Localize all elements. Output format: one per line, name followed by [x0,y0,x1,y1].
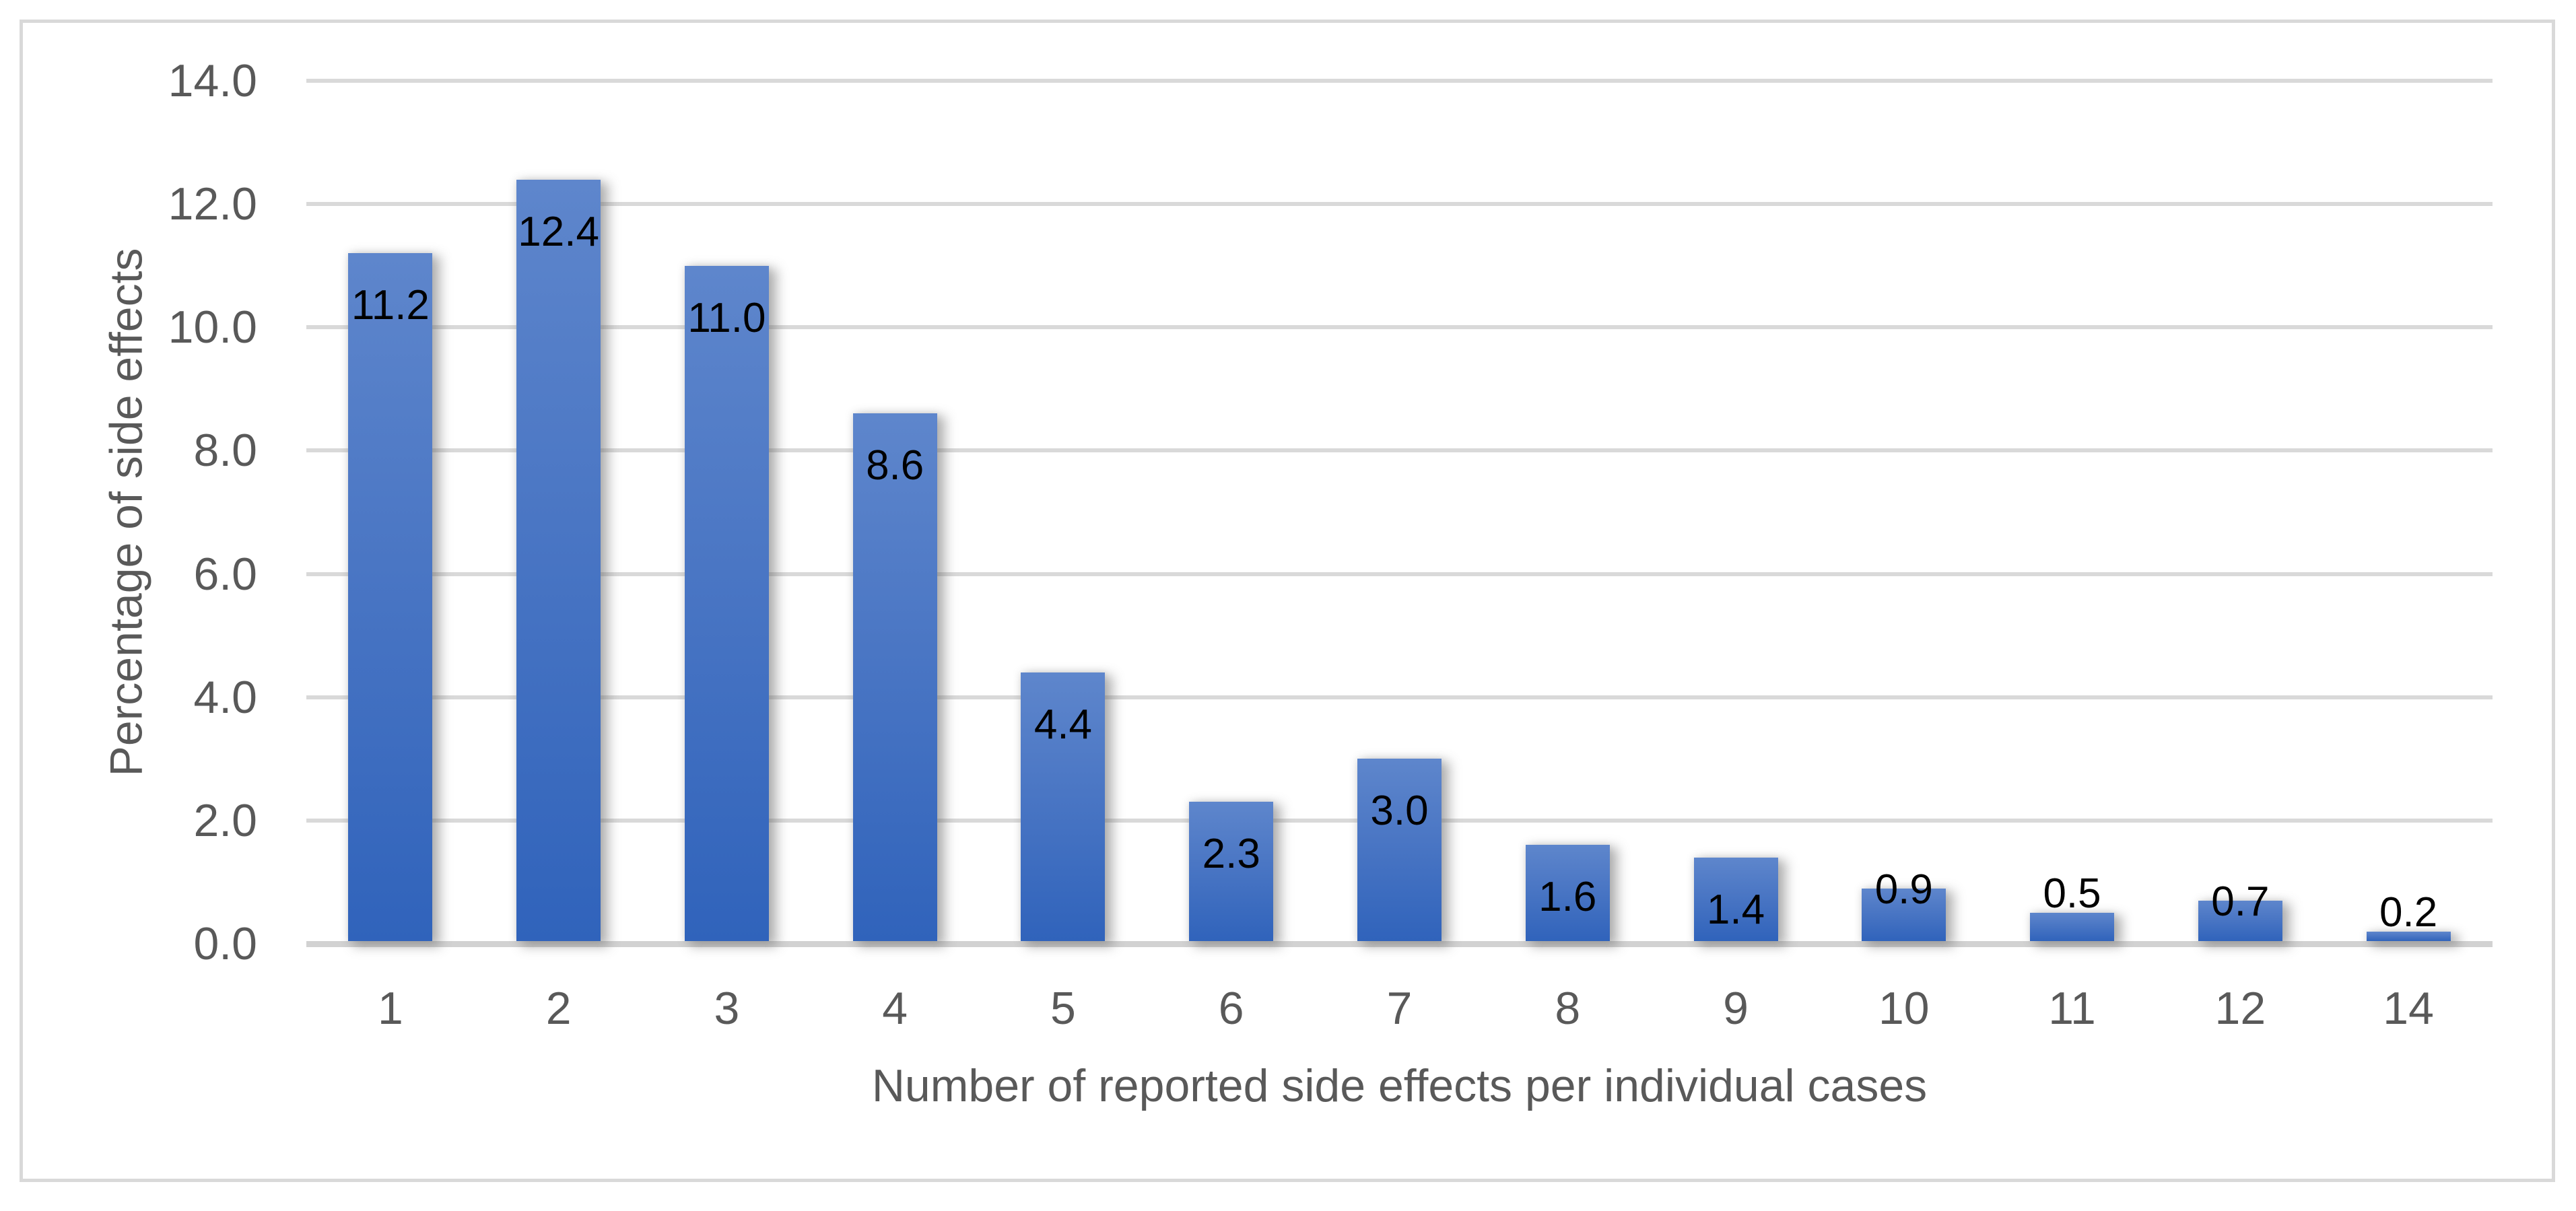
bar [1693,857,1778,941]
bar [684,265,769,941]
bar [1021,672,1106,941]
gridline [306,572,2493,576]
x-axis-line [306,941,2493,947]
bar-data-label: 0.5 [2043,870,2101,918]
gridline [306,325,2493,330]
bar [348,253,433,941]
bar [2030,913,2115,941]
gridline [306,448,2493,453]
x-axis-tick-label: 8 [1555,983,1581,1034]
x-axis-tick-label: 5 [1050,983,1076,1034]
gridline [306,79,2493,83]
bar-data-label: 1.4 [1706,886,1765,933]
x-axis-tick-label: 12 [2214,983,2266,1034]
bar [852,413,937,941]
bar-data-label: 11.0 [687,294,766,341]
x-axis-tick-label: 7 [1386,983,1413,1034]
y-axis-tick-label: 6.0 [193,548,257,600]
bar-data-label: 1.6 [1538,874,1597,921]
gridline [306,695,2493,699]
y-axis-tick-label: 0.0 [193,918,257,969]
bar-data-label: 12.4 [518,208,599,255]
gridline [306,202,2493,207]
x-axis-tick-label: 4 [882,983,908,1034]
bar [2198,900,2282,941]
y-axis-tick-label: 8.0 [193,425,257,477]
bar-data-label: 0.7 [2211,878,2270,925]
x-axis-tick-label: 14 [2383,983,2434,1034]
x-axis-tick-label: 2 [545,983,572,1034]
bar-data-label: 8.6 [866,442,924,489]
y-axis-tick-label: 14.0 [168,55,257,106]
bar [516,179,601,941]
y-axis-tick-label: 12.0 [168,178,257,230]
bar-data-label: 0.2 [2379,889,2438,936]
x-axis-tick-label: 10 [1878,983,1930,1034]
bar [2366,931,2451,941]
bar-data-label: 3.0 [1370,788,1429,835]
x-axis-tick-label: 6 [1218,983,1244,1034]
bar-data-label: 11.2 [351,282,430,329]
bar [1357,759,1442,941]
y-axis-tick-label: 4.0 [193,671,257,723]
x-axis-tick-label: 9 [1723,983,1749,1034]
y-axis-tick-label: 10.0 [168,302,257,353]
bar-data-label: 0.9 [1874,866,1933,913]
x-axis-tick-label: 11 [2048,983,2096,1034]
x-axis-tick-label: 1 [377,983,403,1034]
bar [1862,888,1946,941]
bar-data-label: 2.3 [1202,831,1260,878]
figure-border [20,20,2555,1182]
x-axis-title: Number of reported side effects per indi… [871,1060,1928,1111]
y-axis-tick-label: 2.0 [193,794,257,846]
y-axis-title: Percentage of side effects [100,248,152,777]
bar [1189,802,1274,941]
x-axis-tick-label: 3 [714,983,740,1034]
bar [1525,845,1610,941]
bar-data-label: 4.4 [1033,701,1093,749]
